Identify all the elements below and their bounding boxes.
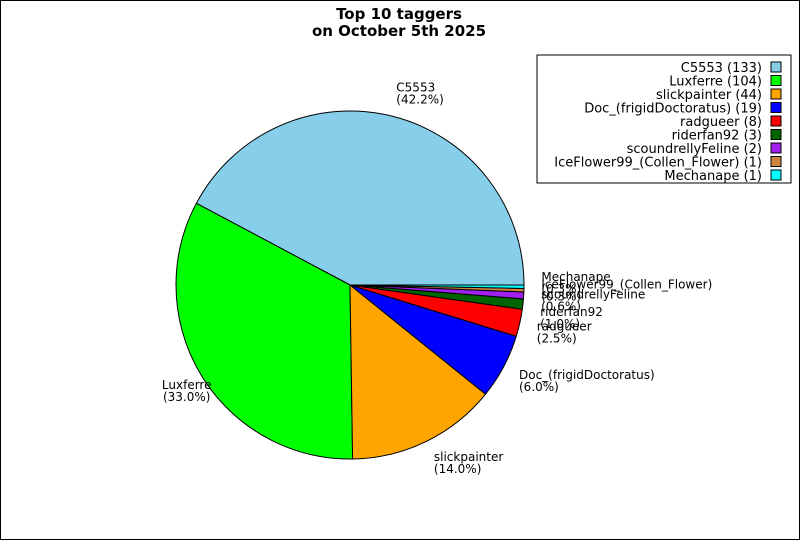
- slice-label-luxferre: Luxferre: [162, 378, 212, 392]
- pie-slice-slickpainter: [349, 283, 487, 460]
- slice-percent-iceflower99-collen-flower: (0.3%): [541, 290, 581, 304]
- slice-label-c5553: C5553: [396, 80, 435, 94]
- slice-percent-luxferre: (33.0%): [163, 390, 210, 404]
- slice-percent-slickpainter: (14.0%): [434, 462, 481, 476]
- pie-slice-luxferre: [175, 202, 354, 460]
- legend-swatch-scoundrellyfeline: [770, 142, 782, 154]
- pie-slice-c5553: [195, 110, 525, 286]
- legend-label-scoundrellyfeline: scoundrellyFeline (2): [627, 142, 762, 157]
- legend-swatch-mechanape: [770, 169, 782, 181]
- legend-label-riderfan92: riderfan92 (3): [672, 129, 762, 144]
- slice-labels: C5553(42.2%)Luxferre(33.0%)slickpainter(…: [162, 80, 712, 476]
- legend: C5553 (133)Luxferre (104)slickpainter (4…: [536, 54, 792, 184]
- slice-label-scoundrellyfeline: scoundrellyFeline: [541, 287, 645, 301]
- legend-box: [536, 54, 792, 184]
- legend-label-mechanape: Mechanape (1): [664, 169, 762, 184]
- slice-label-radgueer: radgueer: [537, 320, 592, 334]
- legend-label-radgueer: radgueer (8): [680, 115, 762, 130]
- pie-slices: [175, 110, 525, 460]
- slice-label-iceflower99-collen-flower: IceFlower99_(Collen_Flower): [541, 278, 712, 292]
- legend-swatch-c5553: [770, 61, 782, 73]
- slice-label-mechanape: Mechanape: [541, 270, 610, 284]
- slice-label-riderfan92: riderfan92: [540, 305, 603, 319]
- chart-title-line-2: on October 5th 2025: [312, 22, 486, 40]
- legend-label-doc-frigiddoctoratus: Doc_(frigidDoctoratus) (19): [584, 102, 762, 117]
- slice-percent-scoundrellyfeline: (0.6%): [541, 299, 581, 313]
- slice-label-slickpainter: slickpainter: [434, 450, 503, 464]
- legend-label-c5553: C5553 (133): [681, 61, 762, 76]
- legend-swatch-radgueer: [770, 115, 782, 127]
- slice-percent-doc-frigiddoctoratus: (6.0%): [519, 380, 559, 394]
- chart-title-line-1: Top 10 taggers: [336, 5, 462, 23]
- slice-percent-riderfan92: (1.0%): [540, 317, 580, 331]
- slice-label-doc-frigiddoctoratus: Doc_(frigidDoctoratus): [519, 368, 655, 382]
- legend-label-slickpainter: slickpainter (44): [656, 88, 762, 103]
- slice-percent-mechanape: (0.3%): [541, 282, 581, 296]
- slice-percent-c5553: (42.2%): [396, 92, 443, 106]
- slice-percent-radgueer: (2.5%): [537, 332, 577, 346]
- legend-swatch-slickpainter: [770, 88, 782, 100]
- legend-swatch-luxferre: [770, 75, 782, 86]
- legend-swatch-riderfan92: [770, 129, 782, 140]
- pie-slice-mechanape: [349, 284, 525, 289]
- legend-swatch-iceflower99-collen-flower: [770, 156, 782, 167]
- legend-swatch-doc-frigiddoctoratus: [770, 102, 782, 113]
- legend-label-luxferre: Luxferre (104): [669, 75, 762, 90]
- legend-label-iceflower99-collen-flower: IceFlower99_(Collen_Flower) (1): [554, 156, 762, 171]
